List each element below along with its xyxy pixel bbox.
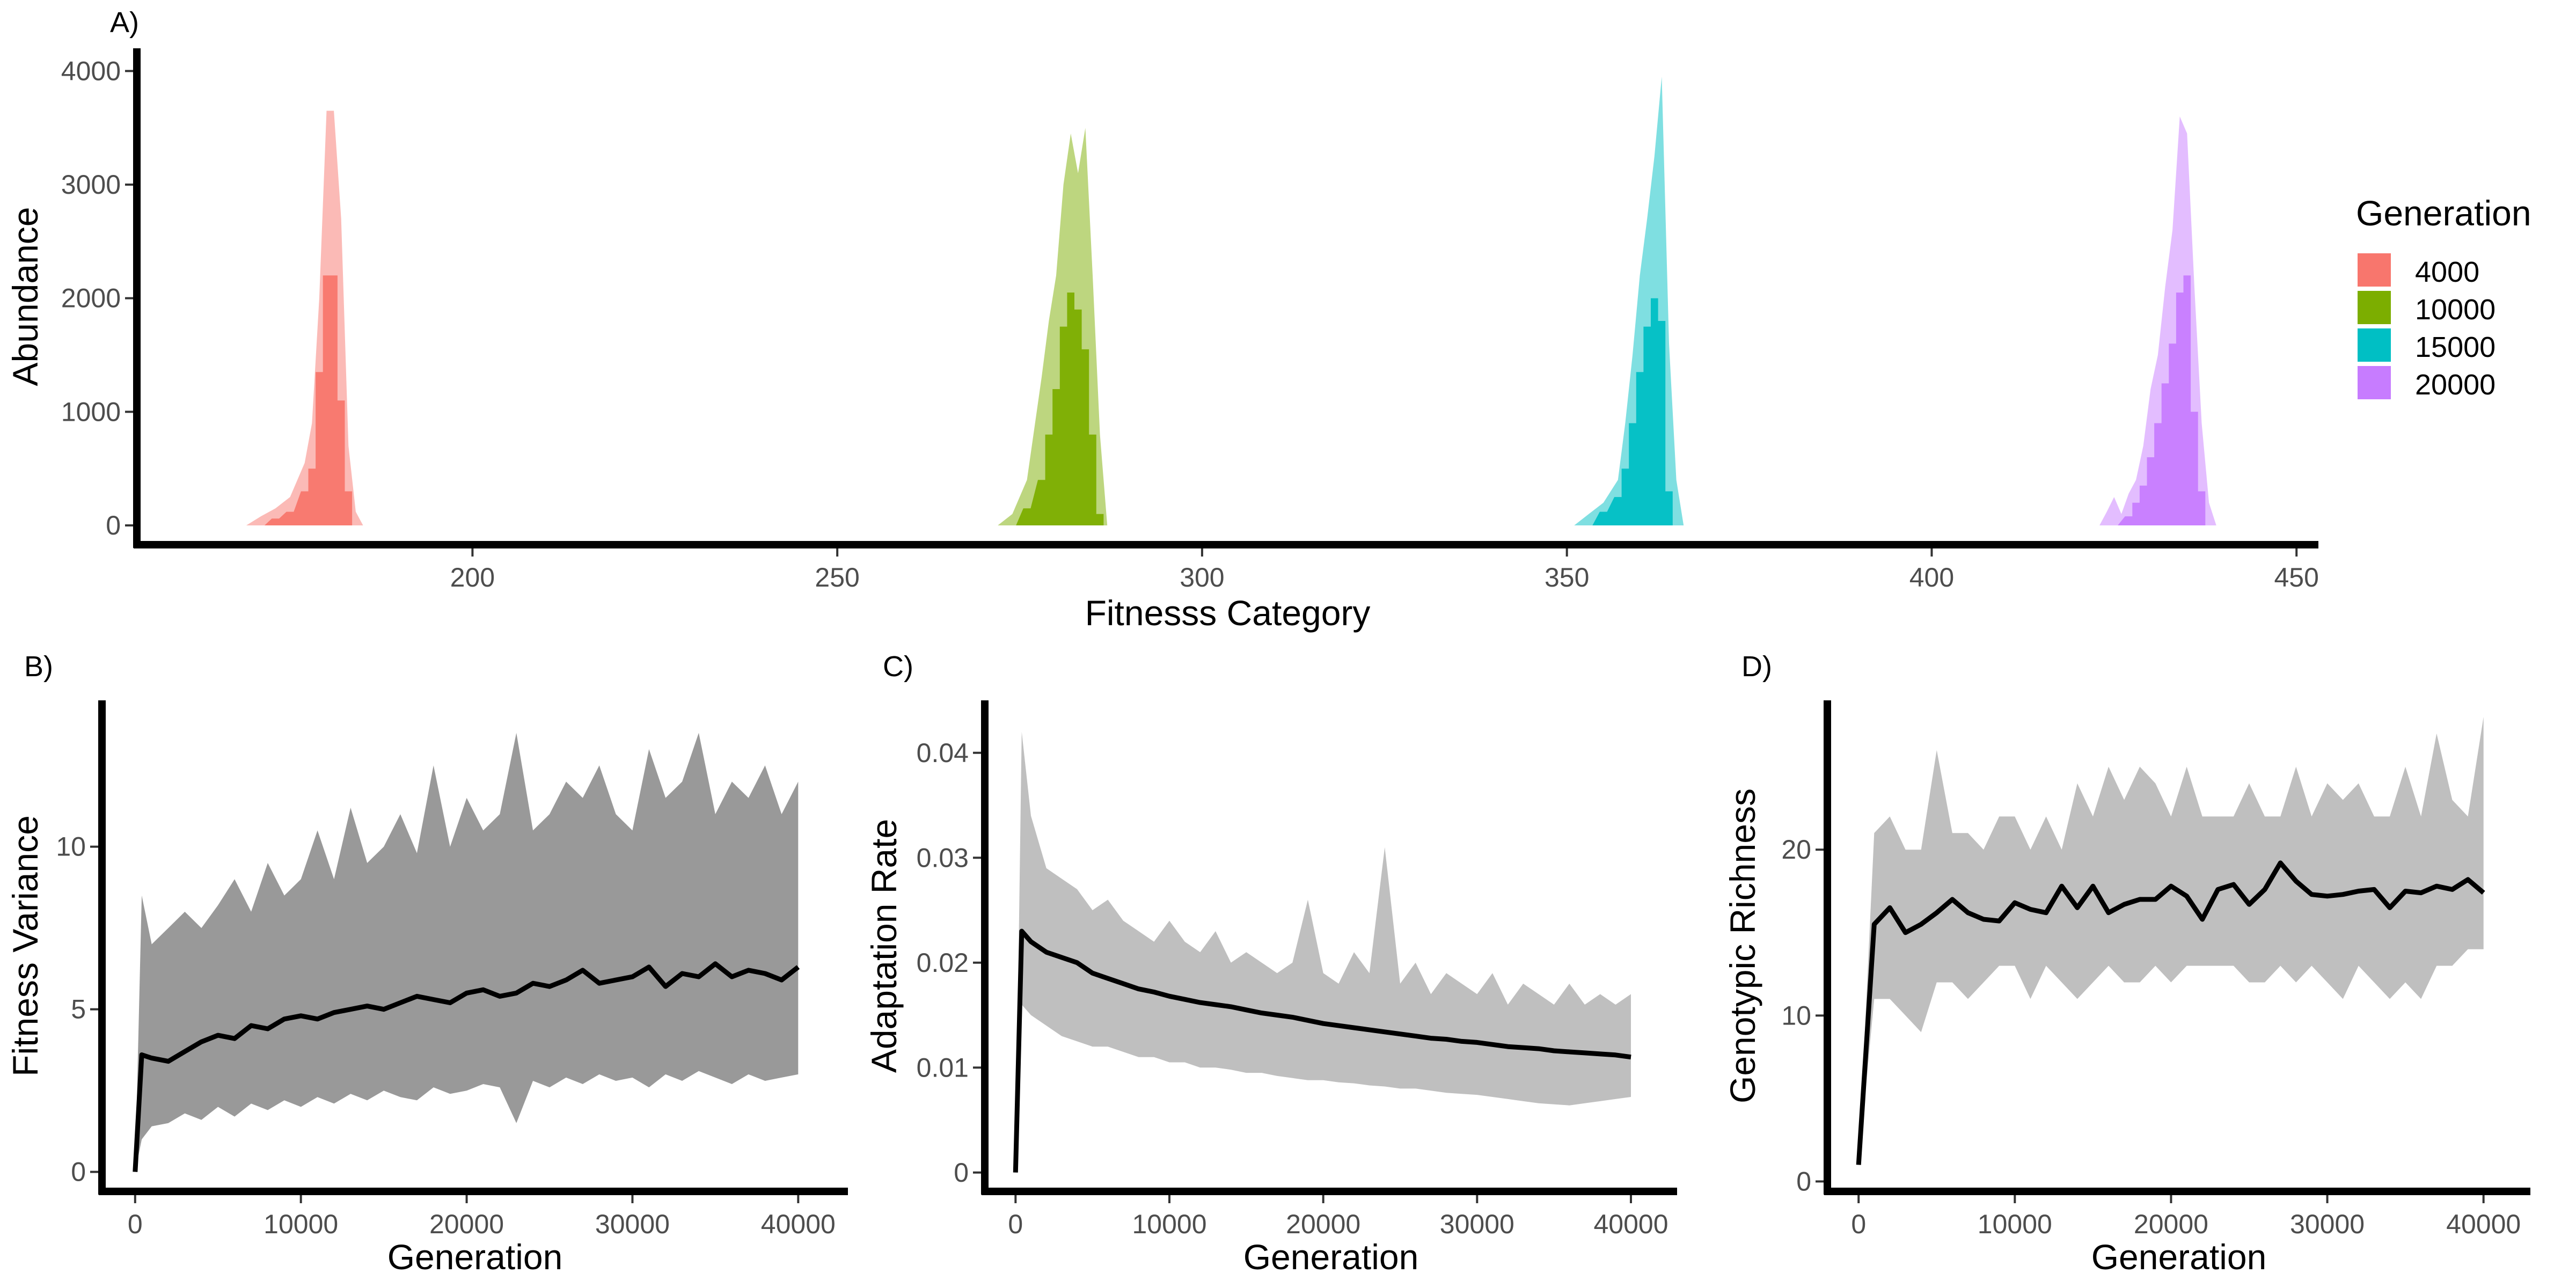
panel-c-x-tick-label: 30000 xyxy=(1440,1209,1514,1239)
panel-a-y-axis-title: Abundance xyxy=(5,207,45,386)
panel-a-x-tick-label: 350 xyxy=(1545,562,1589,592)
panel-a-axes xyxy=(133,48,2318,548)
panel-a-y-tick-label: 4000 xyxy=(61,56,121,86)
panel-d-y-tick-label: 10 xyxy=(1781,1000,1811,1030)
panel-d-x-tick-label: 10000 xyxy=(1978,1209,2052,1239)
panel-d-ticks: 0 10000 20000 30000 40000 0 10 20 xyxy=(1781,835,2521,1239)
panel-b-y-tick-label: 0 xyxy=(71,1157,86,1187)
panel-b-x-axis-title: Generation xyxy=(387,1237,563,1277)
panel-d-range-band xyxy=(1858,716,2484,1165)
panel-b-x-tick-label: 20000 xyxy=(429,1209,504,1239)
panel-c-x-tick-label: 20000 xyxy=(1286,1209,1360,1239)
legend-swatch-10000 xyxy=(2358,291,2391,324)
panel-a-x-tick-label: 400 xyxy=(1909,562,1954,592)
panel-a-x-tick-label: 300 xyxy=(1180,562,1224,592)
panel-c-ticks: 0 10000 20000 30000 40000 0 0.01 0.02 0.03 0.04 xyxy=(917,738,1668,1239)
panel-c-range-band xyxy=(1015,731,1631,1173)
panel-d-axes xyxy=(1824,700,2530,1195)
legend-label-10000: 10000 xyxy=(2415,294,2496,326)
legend-swatch-15000 xyxy=(2358,328,2391,362)
panel-b-tag: B) xyxy=(24,650,53,683)
legend-swatch-20000 xyxy=(2358,366,2391,399)
panel-b-axes xyxy=(98,700,848,1195)
panel-b-fitness-variance-chart: 0 10000 20000 30000 40000 0 5 10 Generation Fit… xyxy=(5,700,848,1277)
panel-a-y-tick-label: 1000 xyxy=(61,397,121,427)
panel-c-mean-line xyxy=(1013,928,1631,1173)
panel-d-x-tick-label: 40000 xyxy=(2446,1209,2521,1239)
panel-c-y-tick-label: 0.03 xyxy=(917,843,969,873)
panel-d-mean-line xyxy=(1856,860,2485,1165)
panel-c-x-tick-label: 40000 xyxy=(1593,1209,1668,1239)
panel-a-y-tick-label: 0 xyxy=(106,510,121,540)
legend-title: Generation xyxy=(2356,193,2531,233)
panel-d-y-tick-label: 20 xyxy=(1781,835,1811,865)
panel-a-x-tick-label: 200 xyxy=(450,562,495,592)
panel-a-mean-histogram-gen-10000 xyxy=(1008,292,1111,525)
panel-a-mean-histogram-gen-15000 xyxy=(1585,298,1680,525)
panel-c-y-axis-title: Adaptation Rate xyxy=(864,819,904,1073)
panel-a-y-tick-label: 3000 xyxy=(61,170,121,200)
panel-b-y-tick-label: 5 xyxy=(71,994,86,1024)
panel-d-x-tick-label: 0 xyxy=(1851,1209,1866,1239)
panel-a-marks xyxy=(246,76,2216,525)
panel-a-tag: A) xyxy=(110,6,139,39)
legend-swatch-4000 xyxy=(2358,253,2391,287)
panel-a-abundance-chart: 200 250 300 350 400 450 0 1000 2000 3000 4000 Fitn… xyxy=(5,48,2319,633)
panel-b-x-tick-label: 0 xyxy=(128,1209,143,1239)
panel-c-y-tick-label: 0.04 xyxy=(917,738,969,768)
panel-c-y-tick-label: 0.01 xyxy=(917,1052,969,1082)
panel-a-x-axis-title: Fitnesss Category xyxy=(1085,593,1371,633)
panel-c-axes xyxy=(981,700,1677,1195)
panel-c-adaptation-rate-chart: 0 10000 20000 30000 40000 0 0.01 0.02 0.03 0.04 G… xyxy=(864,700,1677,1277)
panel-b-x-tick-label: 10000 xyxy=(264,1209,338,1239)
panel-c-x-tick-label: 0 xyxy=(1008,1209,1023,1239)
panel-b-y-tick-label: 10 xyxy=(56,832,86,862)
panel-d-tag: D) xyxy=(1741,650,1772,683)
panel-d-y-tick-label: 0 xyxy=(1796,1166,1811,1196)
panel-c-y-tick-label: 0.02 xyxy=(917,948,969,978)
panel-c-x-tick-label: 10000 xyxy=(1132,1209,1206,1239)
panel-a-mean-histogram-gen-20000 xyxy=(2110,275,2213,525)
panel-a-x-tick-label: 250 xyxy=(815,562,859,592)
legend-label-20000: 20000 xyxy=(2415,369,2496,401)
panel-c-tag: C) xyxy=(883,650,913,683)
legend: Generation 4000 10000 15000 20000 xyxy=(2356,193,2531,401)
legend-label-15000: 15000 xyxy=(2415,331,2496,363)
panel-c-x-axis-title: Generation xyxy=(1243,1237,1419,1277)
legend-label-4000: 4000 xyxy=(2415,256,2479,288)
panel-b-marks xyxy=(133,733,800,1172)
panel-d-genotypic-richness-chart: 0 10000 20000 30000 40000 0 10 20 Generation Ge… xyxy=(1723,700,2530,1277)
panel-d-x-tick-label: 30000 xyxy=(2290,1209,2365,1239)
panel-c-marks xyxy=(1013,731,1631,1173)
panel-c-y-tick-label: 0 xyxy=(954,1158,969,1188)
panel-d-x-tick-label: 20000 xyxy=(2134,1209,2208,1239)
panel-a-ticks: 200 250 300 350 400 450 0 1000 2000 3000 4000 xyxy=(61,56,2319,592)
panel-b-ticks: 0 10000 20000 30000 40000 0 5 10 xyxy=(56,832,835,1239)
panel-a-y-tick-label: 2000 xyxy=(61,283,121,313)
panel-b-mean-line xyxy=(133,961,800,1172)
panel-b-range-band xyxy=(135,733,799,1172)
panel-d-marks xyxy=(1856,716,2485,1165)
panel-b-x-tick-label: 40000 xyxy=(761,1209,836,1239)
panel-a-mean-histogram-gen-4000 xyxy=(257,275,360,525)
panel-d-y-axis-title: Genotypic Richness xyxy=(1723,788,1762,1103)
panel-b-x-tick-label: 30000 xyxy=(595,1209,670,1239)
panel-a-x-tick-label: 450 xyxy=(2274,562,2318,592)
panel-b-y-axis-title: Fitness Variance xyxy=(5,815,45,1077)
panel-d-x-axis-title: Generation xyxy=(2091,1237,2267,1277)
